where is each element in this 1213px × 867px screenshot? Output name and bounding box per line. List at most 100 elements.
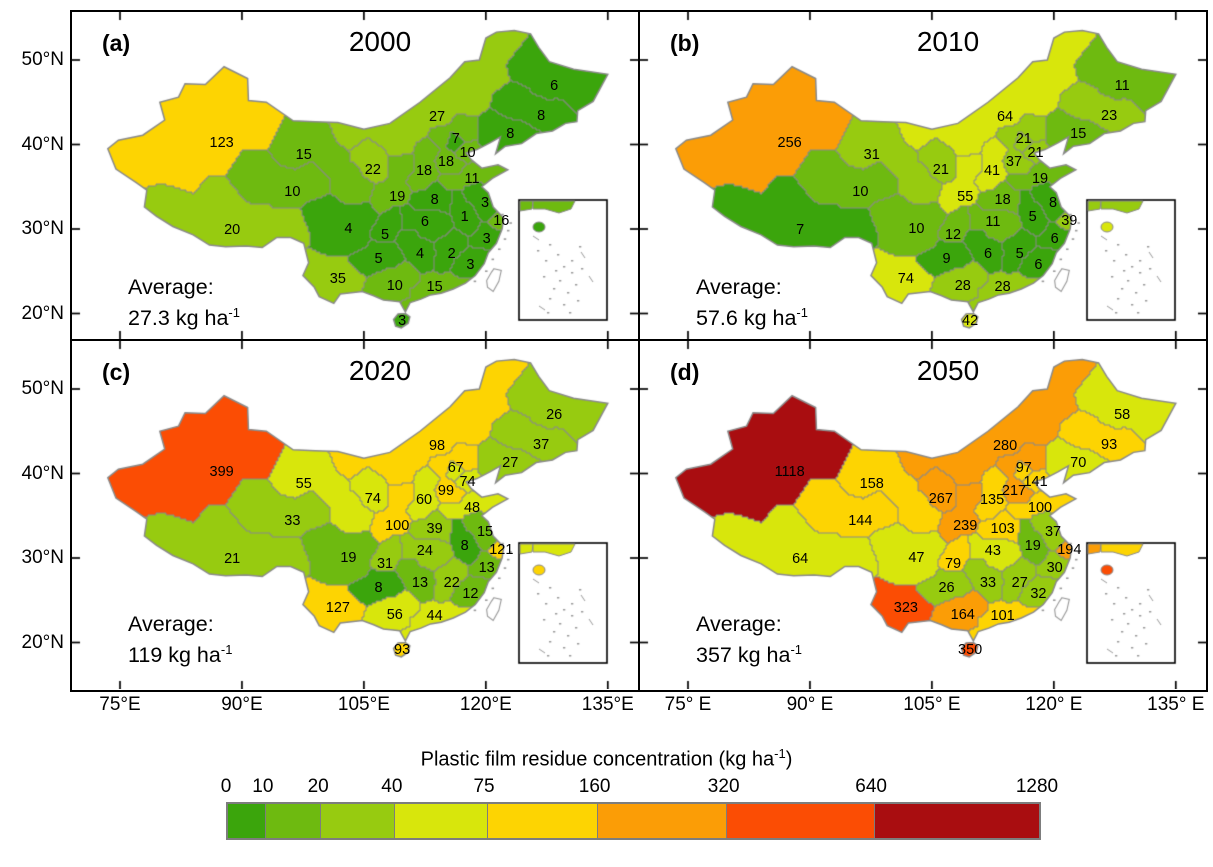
province-value-label: 323 [893, 599, 918, 616]
province-value-label: 1 [460, 209, 469, 226]
province-value-label: 70 [1070, 455, 1087, 472]
x-axis-tick-label: 120°E [459, 694, 512, 715]
province-value-label: 256 [777, 134, 802, 151]
panel-year-title: 2020 [348, 355, 412, 386]
province-value-label: 27 [428, 108, 446, 125]
y-axis-tick-label: 20°N [21, 302, 64, 324]
province-value-label: 37 [533, 436, 550, 453]
average-label: Average: [128, 612, 214, 636]
province-value-label: 93 [1101, 436, 1118, 453]
colorbar-segment [228, 804, 266, 838]
province-value-label: 56 [386, 607, 403, 624]
province-value-label: 5 [374, 250, 383, 267]
panel-letter: (d) [670, 359, 700, 385]
panel-letter: (c) [102, 359, 131, 385]
province-value-label: 10 [459, 144, 476, 161]
province-value-label: 15 [476, 523, 494, 540]
province-value-label: 16 [493, 212, 510, 229]
province-value-label: 135 [979, 491, 1005, 508]
x-axis-tick-label: 135° E [1147, 694, 1205, 715]
province-value-label: 4 [344, 221, 353, 237]
province-value-label: 64 [996, 108, 1014, 125]
panel-year-title: 2000 [348, 26, 412, 57]
province-value-label: 93 [394, 642, 411, 659]
province-value-label: 18 [415, 162, 433, 179]
x-axis-tick-label: 135°E [581, 694, 634, 715]
province-value-label: 79 [944, 555, 962, 572]
map-canvas-2020 [72, 341, 638, 689]
province-value-label: 8 [430, 192, 439, 209]
province-value-label: 6 [983, 246, 993, 263]
province-value-label: 30 [1046, 560, 1063, 577]
y-axis-tick-label: 40°N [21, 462, 64, 484]
province-value-label: 267 [928, 490, 953, 507]
average-label: Average: [696, 275, 782, 299]
y-axis-tick-label: 30°N [21, 547, 64, 568]
province-value-label: 31 [863, 146, 880, 163]
province-value-label: 97 [1015, 460, 1032, 477]
province-value-label: 55 [295, 475, 312, 492]
province-value-label: 60 [415, 491, 433, 508]
panel-divider-horizontal [70, 339, 1208, 341]
colorbar-tick-label: 0 [220, 776, 232, 797]
province-value-label: 11 [1114, 78, 1130, 95]
province-value-label: 31 [376, 555, 394, 572]
colorbar-segment [395, 804, 488, 838]
colorbar-segment [321, 804, 396, 838]
province-value-label: 44 [426, 608, 443, 625]
province-value-label: 10 [908, 221, 925, 237]
province-value-label: 20 [224, 221, 241, 238]
colorbar-tick-label: 75 [473, 776, 495, 797]
province-value-label: 22 [364, 161, 381, 178]
province-value-label: 280 [992, 437, 1018, 454]
province-value-label: 5 [1028, 209, 1037, 226]
province-value-label: 39 [426, 521, 443, 538]
province-value-label: 26 [546, 407, 563, 424]
average-annotation: Average: 57.6 kg ha-1 [696, 274, 808, 331]
y-axis-tick-label: 50°N [21, 49, 64, 70]
province-value-label: 3 [398, 313, 407, 330]
province-value-label: 98 [428, 437, 446, 454]
province-value-label: 127 [325, 599, 350, 616]
province-value-label: 19 [389, 188, 406, 205]
province-value-label: 239 [953, 517, 978, 534]
average-value: 119 kg ha-1 [128, 642, 233, 668]
colorbar-segment [487, 804, 599, 838]
province-value-label: 64 [792, 550, 809, 567]
province-value-label: 121 [489, 541, 514, 558]
province-value-label: 101 [990, 608, 1015, 625]
province-value-label: 19 [340, 550, 357, 566]
colorbar-tick-label: 320 [707, 776, 740, 797]
province-value-label: 6 [550, 78, 559, 95]
province-value-label: 35 [329, 270, 346, 287]
province-value-label: 58 [1114, 407, 1131, 424]
map-canvas-2050 [640, 341, 1206, 689]
province-value-label: 6 [1050, 231, 1059, 248]
province-value-label: 10 [386, 278, 403, 295]
province-value-label: 144 [848, 512, 873, 529]
y-axis-tick-label: 20°N [21, 631, 64, 653]
province-value-label: 9 [942, 250, 951, 267]
province-value-label: 13 [411, 575, 429, 592]
province-value-label: 10 [284, 183, 301, 200]
province-value-label: 15 [426, 279, 443, 296]
province-value-label: 8 [506, 126, 515, 143]
x-axis-tick-label: 120° E [1025, 694, 1083, 715]
colorbar-tick-label: 10 [252, 776, 274, 797]
province-value-label: 4 [415, 246, 425, 263]
province-value-label: 21 [224, 550, 241, 567]
province-value-label: 141 [1023, 473, 1048, 490]
province-value-label: 18 [437, 154, 455, 171]
province-value-label: 55 [957, 188, 974, 205]
y-axis-tick-label: 40°N [21, 133, 64, 155]
province-value-label: 15 [295, 146, 312, 163]
province-value-label: 74 [897, 270, 914, 287]
province-value-label: 37 [1005, 154, 1023, 171]
province-value-label: 6 [420, 214, 429, 231]
province-value-label: 12 [944, 226, 962, 243]
colorbar-tick-label: 40 [381, 776, 403, 797]
province-value-label: 99 [437, 483, 455, 500]
province-value-label: 103 [990, 521, 1015, 538]
panel-b-2010: (b) 2010 Average: 57.6 kg ha-1 256 7 10 31 2… [640, 12, 1206, 339]
